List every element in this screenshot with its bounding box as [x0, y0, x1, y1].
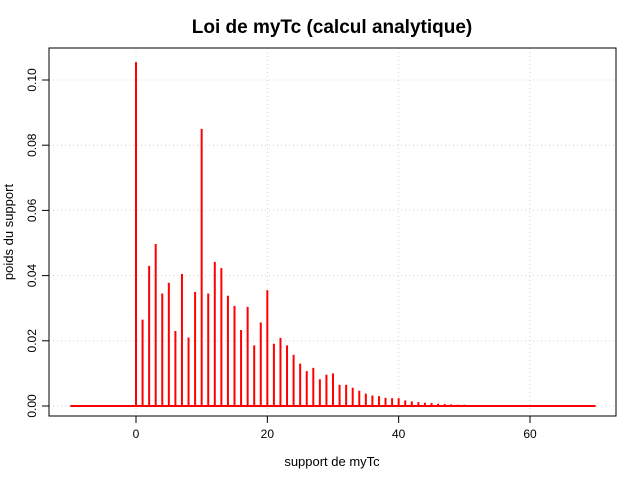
bars	[70, 62, 596, 407]
y-tick-label-1: 0.02	[25, 329, 39, 353]
y-tick-label-4: 0.08	[25, 133, 39, 157]
x-axis: 0 20 40 60	[133, 415, 537, 441]
y-tick-label-2: 0.04	[25, 264, 39, 288]
y-tick-label-5: 0.10	[25, 68, 39, 92]
y-tick-label-0: 0.00	[25, 394, 39, 418]
x-tick-label-0: 0	[133, 427, 140, 441]
y-axis-label: poids du support	[1, 184, 16, 281]
y-axis: 0.00 0.02 0.04 0.06 0.08 0.10	[25, 68, 50, 418]
chart-title: Loi de myTc (calcul analytique)	[192, 17, 473, 38]
grid-lines	[49, 48, 616, 416]
plot-frame	[48, 47, 617, 417]
x-axis-label: support de myTc	[284, 454, 380, 469]
x-tick-label-2: 40	[392, 427, 406, 441]
x-tick-label-3: 60	[523, 427, 537, 441]
y-tick-label-3: 0.06	[25, 198, 39, 222]
x-tick-label-1: 20	[261, 427, 275, 441]
